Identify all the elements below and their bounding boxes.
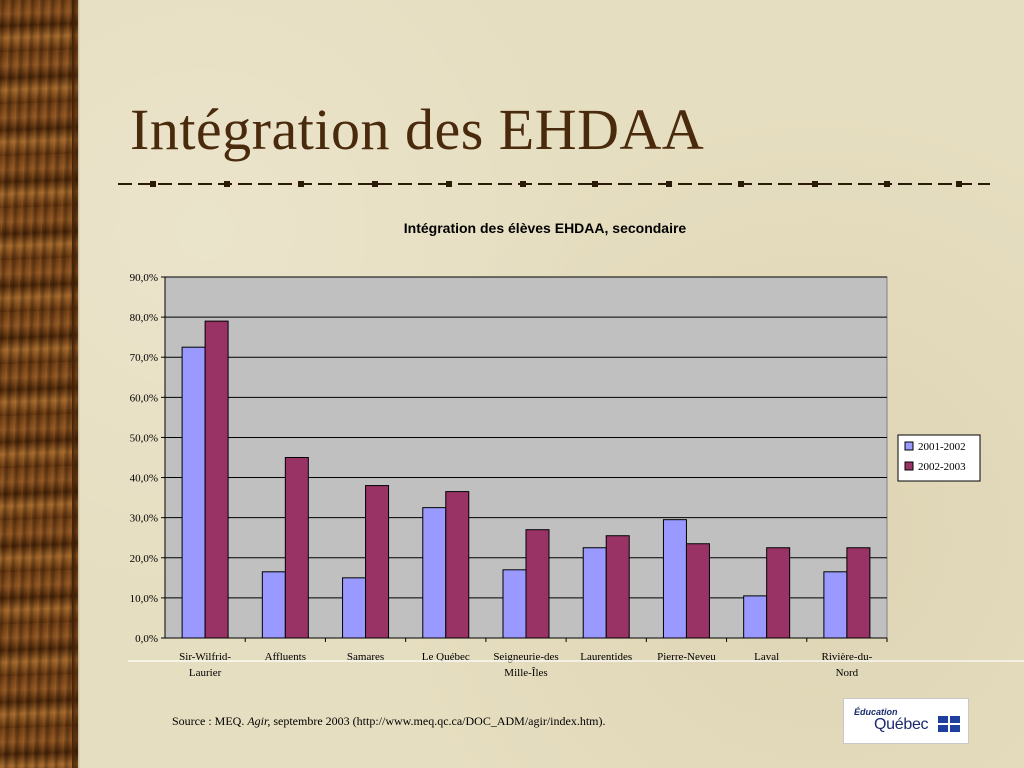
legend-swatch xyxy=(904,461,914,471)
x-tick-label: Laurentides xyxy=(580,651,632,663)
x-tick-label: Sir-Wilfrid- xyxy=(179,651,231,663)
y-tick-label: 20,0% xyxy=(130,553,158,565)
bar xyxy=(342,577,367,639)
slide-title: Intégration des EHDAA xyxy=(130,97,705,162)
x-tick-label: Affluents xyxy=(265,651,306,663)
chart-title: Intégration des élèves EHDAA, secondaire xyxy=(403,220,687,236)
bar xyxy=(766,547,791,639)
quebec-flag-icon xyxy=(938,716,960,732)
bar xyxy=(284,457,309,639)
bar xyxy=(743,595,768,639)
x-tick-label: Laurier xyxy=(189,667,222,679)
x-tick-label: Pierre-Neveu xyxy=(657,651,716,663)
source-prefix: Source : MEQ. xyxy=(172,714,248,728)
bar xyxy=(422,507,447,639)
bar xyxy=(261,571,286,639)
x-tick-label: Seigneurie-des xyxy=(493,651,558,663)
bar xyxy=(181,346,206,639)
bar xyxy=(823,571,848,639)
dotted-divider xyxy=(118,181,990,187)
bar xyxy=(445,491,470,639)
y-tick-label: 40,0% xyxy=(130,473,158,485)
source-suffix: septembre 2003 (http://www.meq.qc.ca/DOC… xyxy=(270,714,606,728)
y-tick-label: 70,0% xyxy=(130,352,158,364)
legend-label: 2002-2003 xyxy=(918,461,966,473)
legend-swatch xyxy=(904,441,914,451)
y-tick-label: 80,0% xyxy=(130,312,158,324)
x-tick-label: Samares xyxy=(347,651,384,663)
y-tick-label: 10,0% xyxy=(130,593,158,605)
y-tick-label: 60,0% xyxy=(130,392,158,404)
x-tick-label: Nord xyxy=(836,667,859,679)
logo-education-text: Éducation xyxy=(854,707,898,717)
bar xyxy=(525,529,550,639)
bar xyxy=(204,320,229,639)
wood-border xyxy=(0,0,78,768)
source-italic: Agir, xyxy=(247,714,271,728)
y-tick-label: 90,0% xyxy=(130,272,158,284)
x-tick-label: Mille-Îles xyxy=(504,667,547,679)
y-tick-label: 50,0% xyxy=(130,432,158,444)
legend-label: 2001-2002 xyxy=(918,441,966,453)
bar xyxy=(662,519,687,639)
bar xyxy=(605,535,630,639)
x-tick-label: Rivière-du- xyxy=(822,651,873,663)
bar xyxy=(846,547,871,639)
bar xyxy=(685,543,710,639)
source-citation: Source : MEQ. Agir, septembre 2003 (http… xyxy=(172,714,606,729)
wood-border-shadow xyxy=(72,0,80,768)
x-tick-label: Laval xyxy=(754,651,779,663)
bar xyxy=(502,569,527,639)
y-tick-label: 30,0% xyxy=(130,513,158,525)
bar xyxy=(582,547,607,639)
education-quebec-logo: Éducation Québec xyxy=(843,698,969,744)
x-tick-label: Le Québec xyxy=(422,651,470,663)
logo-quebec-text: Québec xyxy=(874,716,929,733)
bar xyxy=(365,485,390,639)
y-tick-label: 0,0% xyxy=(135,633,158,645)
